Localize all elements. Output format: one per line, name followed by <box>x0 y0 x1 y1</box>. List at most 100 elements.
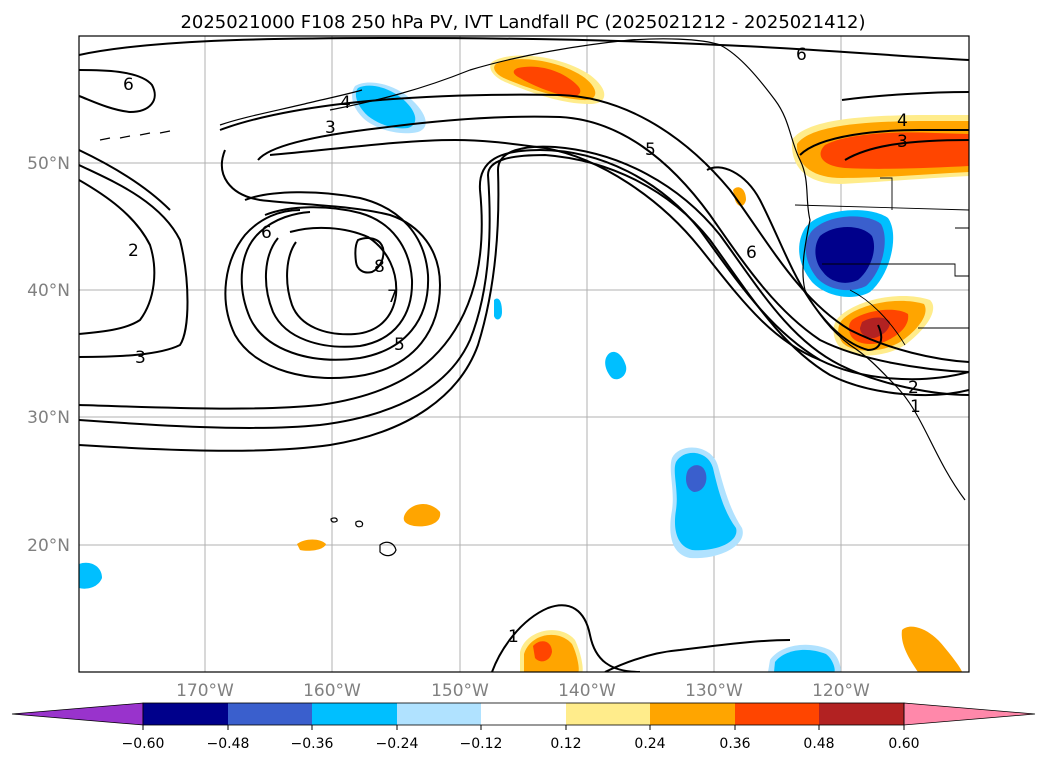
pv-contour-6-long <box>269 138 821 361</box>
state-border-ca-nv <box>849 289 906 346</box>
pv-contour-1 <box>79 148 969 410</box>
colorbar-bin-1 <box>143 703 228 725</box>
clabel-0: 6 <box>123 75 134 95</box>
lat-label-50n: 50°N <box>27 154 70 174</box>
cbar-tick-label-3: −0.24 <box>376 736 419 752</box>
colorbar-bin-8 <box>735 703 819 725</box>
cbar-tick-label-2: −0.36 <box>291 736 334 752</box>
figure-title: 2025021000 F108 250 hPa PV, IVT Landfall… <box>180 12 865 33</box>
lon-label-140w: 140°W <box>558 681 616 701</box>
longitude-labels: 170°W 160°W 150°W 140°W 130°W 120°W <box>176 681 870 701</box>
cbar-tick-label-0: −0.60 <box>122 736 165 752</box>
colorbar-bin-4 <box>397 703 481 725</box>
lon-label-150w: 150°W <box>431 681 489 701</box>
colorbar: −0.60 −0.48 −0.36 −0.24 −0.12 0.12 0.24 … <box>11 702 1036 752</box>
clabel-12: 4 <box>897 111 908 131</box>
political-borders <box>794 177 969 346</box>
pv-contour-6-north <box>79 36 969 61</box>
lon-label-160w: 160°W <box>303 681 361 701</box>
colorbar-extend-low <box>11 702 144 726</box>
negative-anomaly-small-2 <box>494 298 502 320</box>
state-border-2 <box>880 177 893 210</box>
positive-anomaly-south-max <box>533 641 552 662</box>
lat-label-20n: 20°N <box>27 536 70 556</box>
negative-anomaly-central-pacific-max <box>686 465 707 492</box>
lat-label-30n: 30°N <box>27 408 70 428</box>
pv-contour-south-2 <box>604 639 791 672</box>
positive-anomaly-hawaii <box>403 503 441 527</box>
cbar-tick-label-1: −0.48 <box>207 736 250 752</box>
colorbar-frame <box>142 702 905 726</box>
clabel-4: 3 <box>135 348 146 368</box>
pv-contour-2-west <box>79 179 156 335</box>
lon-label-120w: 120°W <box>812 681 870 701</box>
map-frame <box>78 35 970 673</box>
cbar-tick-label-9: 0.60 <box>888 736 919 752</box>
pv-contour-ring-5 <box>240 191 430 361</box>
clabel-9: 5 <box>645 140 656 160</box>
pv-contour-3-west <box>79 164 189 358</box>
colorbar-ticks: −0.60 −0.48 −0.36 −0.24 −0.12 0.12 0.24 … <box>122 725 920 752</box>
pv-contour-3 <box>79 145 969 452</box>
colorbar-bin-9 <box>819 703 904 725</box>
cbar-tick-label-5: 0.12 <box>550 736 581 752</box>
clabel-8: 5 <box>394 335 405 355</box>
lat-label-40n: 40°N <box>27 281 70 301</box>
pv-contour-6-west <box>79 69 156 114</box>
ivt-anomaly-shading <box>79 55 969 672</box>
cbar-tick-label-7: 0.36 <box>719 736 750 752</box>
colorbar-bin-6 <box>566 703 650 725</box>
pv-contour-ring-6 <box>264 206 414 348</box>
clabel-11: 6 <box>746 243 757 263</box>
clabel-7: 7 <box>387 287 398 307</box>
aleutian-islands <box>219 89 363 126</box>
pv-contour-6-ne <box>841 91 969 101</box>
pv-contour-2 <box>79 153 969 429</box>
pv-contour-4-east <box>799 129 969 156</box>
negative-anomaly-west-edge <box>79 562 102 589</box>
clabel-15: 1 <box>910 397 921 417</box>
pv-contour-ring-8 <box>354 237 385 274</box>
clabel-16: 1 <box>508 627 519 647</box>
cbar-tick-label-4: −0.12 <box>460 736 503 752</box>
pv-contour-2-west-upper <box>79 149 171 211</box>
negative-anomaly-california-max <box>815 227 875 283</box>
hawaii-maui <box>355 520 364 528</box>
pv-contour-1-south <box>491 604 641 672</box>
lon-label-130w: 130°W <box>685 681 743 701</box>
lon-label-170w: 170°W <box>176 681 234 701</box>
positive-anomaly-socal-peak <box>860 317 890 338</box>
colorbar-bin-7 <box>650 703 735 725</box>
colorbar-bin-3 <box>312 703 397 725</box>
positive-anomaly-gulf-alaska-max <box>513 66 581 97</box>
clabel-1: 4 <box>340 93 351 113</box>
colorbar-bin-2 <box>228 703 312 725</box>
negative-anomaly-small-1 <box>605 351 627 380</box>
clabel-6: 8 <box>374 257 385 277</box>
positive-anomaly-offshore-oregon <box>733 187 746 206</box>
clabel-2: 3 <box>325 118 336 138</box>
positive-anomaly-hawaii-west <box>297 539 326 551</box>
positive-anomaly-baja <box>901 626 962 672</box>
map-content: 6 4 3 2 3 6 8 7 5 5 6 6 4 3 2 1 1 <box>79 36 969 672</box>
state-border-4 <box>955 227 969 276</box>
pv-contour-labels: 6 4 3 2 3 6 8 7 5 5 6 6 4 3 2 1 1 <box>123 45 921 647</box>
clabel-13: 3 <box>897 132 908 152</box>
pv-contour-ring-4 <box>220 149 442 379</box>
negative-anomaly-south-core <box>774 649 835 672</box>
cbar-tick-label-6: 0.24 <box>634 736 665 752</box>
aleutian-west <box>99 130 171 141</box>
colorbar-bin-5 <box>481 703 566 725</box>
hawaii-oahu <box>330 517 338 523</box>
cbar-tick-label-8: 0.48 <box>803 736 834 752</box>
hawaii-big-island <box>379 541 397 557</box>
clabel-10: 6 <box>796 45 807 65</box>
pv-contour-5 <box>257 115 969 373</box>
colorbar-extend-high <box>903 702 1036 726</box>
clabel-3: 2 <box>128 241 139 261</box>
pv-contour-3-east <box>844 139 969 161</box>
pv-contour-4 <box>219 93 969 363</box>
us-canada-border <box>794 204 969 211</box>
state-border-1 <box>822 263 969 277</box>
